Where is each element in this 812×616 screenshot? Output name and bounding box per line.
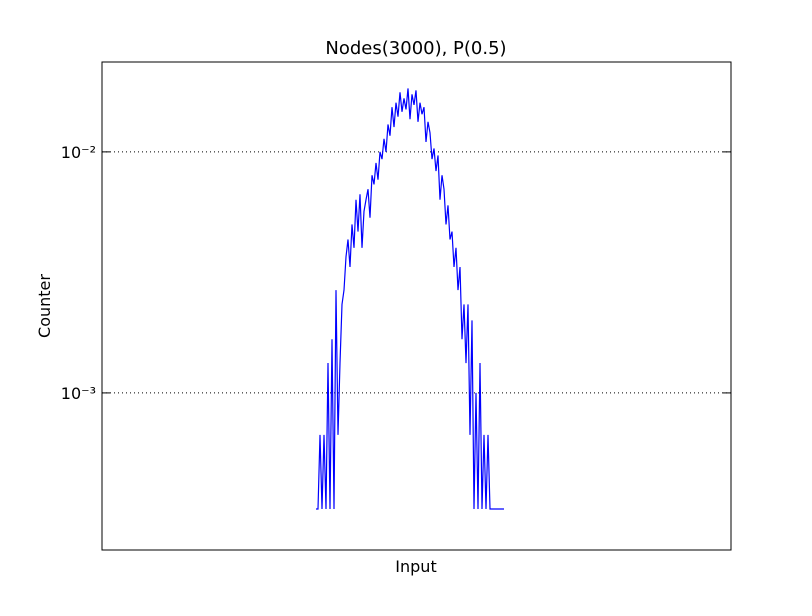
plot-area: 10⁻³ 10⁻² [61, 88, 731, 510]
y-tick-label: 10⁻³ [61, 384, 96, 403]
y-axis-label: Counter [35, 274, 54, 338]
data-line [316, 88, 504, 510]
chart-title: Nodes(3000), P(0.5) [325, 38, 506, 59]
y-tick-label: 10⁻² [61, 143, 96, 162]
x-axis-label: Input [395, 557, 436, 576]
axes-frame [101, 61, 732, 551]
